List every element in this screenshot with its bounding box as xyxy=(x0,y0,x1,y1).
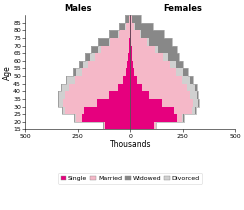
Legend: Single, Married, Widowed, Divorced: Single, Married, Widowed, Divorced xyxy=(58,173,203,184)
Text: Females: Females xyxy=(163,4,202,13)
Y-axis label: Age: Age xyxy=(3,65,12,80)
Polygon shape xyxy=(130,15,177,130)
X-axis label: Thousands: Thousands xyxy=(110,140,151,149)
Polygon shape xyxy=(132,15,198,130)
Polygon shape xyxy=(63,15,130,130)
Polygon shape xyxy=(58,15,129,130)
Polygon shape xyxy=(59,15,129,130)
Text: Males: Males xyxy=(64,4,92,13)
Polygon shape xyxy=(131,15,193,130)
Polygon shape xyxy=(132,15,199,130)
Polygon shape xyxy=(82,15,130,130)
